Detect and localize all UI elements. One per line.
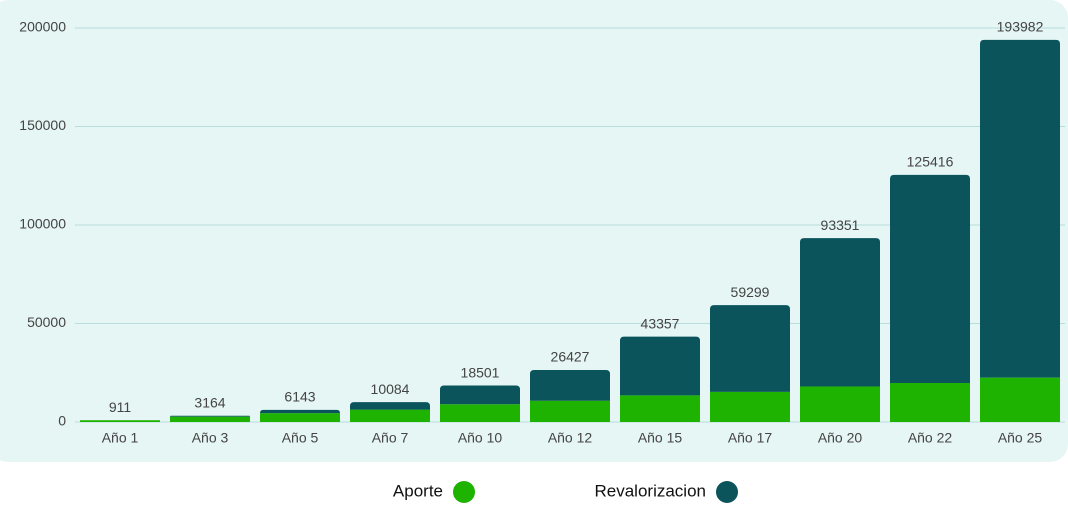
y-tick-label: 200000 [19,19,66,35]
total-label: 10084 [371,381,410,397]
x-tick-label: Año 7 [372,430,409,446]
total-label: 26427 [551,349,590,365]
bar-segment [620,336,700,396]
bar-segment [890,382,970,422]
bar-segment [350,402,430,410]
total-label: 43357 [641,315,680,331]
total-label: 93351 [821,217,860,233]
bar-segment [890,174,970,383]
bar-segment [170,416,250,422]
bar-segment [800,238,880,387]
y-tick-label: 100000 [19,216,66,232]
total-label: 18501 [461,364,500,380]
total-label: 911 [109,399,132,415]
bar-segment [620,395,700,422]
bar-segment [980,39,1060,378]
x-tick-label: Año 12 [548,430,593,446]
x-tick-label: Año 3 [192,430,229,446]
x-tick-label: Año 15 [638,430,683,446]
total-label: 59299 [731,284,770,300]
bar-segment [530,369,610,401]
legend-swatch [453,481,475,503]
bar-segment [800,386,880,422]
bar-segment [350,409,430,422]
legend-swatch [716,481,738,503]
total-label: 3164 [194,394,225,410]
x-tick-label: Año 10 [458,430,503,446]
bar-segment [80,420,160,422]
bar-segment [170,415,250,417]
bar-segment [530,400,610,422]
y-tick-label: 150000 [19,117,66,133]
total-label: 125416 [907,154,954,170]
x-tick-label: Año 22 [908,430,953,446]
bar-segment [260,409,340,414]
bar-segment [710,391,790,422]
bar-segment [710,305,790,392]
bar-segment [260,413,340,422]
x-tick-label: Año 20 [818,430,863,446]
x-tick-label: Año 1 [102,430,139,446]
legend-label: Aporte [393,481,443,500]
bar-segment [440,385,520,405]
bar-segment [980,377,1060,422]
total-label: 6143 [284,389,315,405]
total-label: 193982 [997,19,1044,35]
x-tick-label: Año 25 [998,430,1043,446]
y-tick-label: 50000 [27,314,66,330]
x-tick-label: Año 5 [282,430,319,446]
y-tick-label: 0 [58,413,66,429]
bar-segment [440,404,520,422]
legend-label: Revalorizacion [595,481,707,500]
x-tick-label: Año 17 [728,430,773,446]
